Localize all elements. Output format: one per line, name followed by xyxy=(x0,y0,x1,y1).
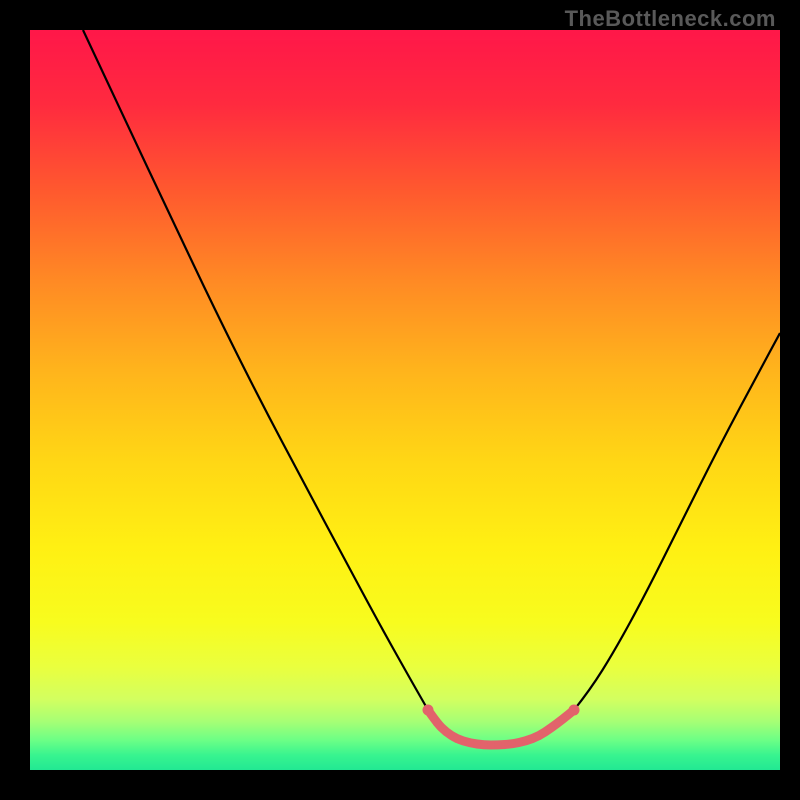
marker-dot xyxy=(466,739,474,747)
bottleneck-curve-right xyxy=(574,333,780,710)
marker-endpoint xyxy=(569,705,580,716)
marker-dot xyxy=(494,741,502,749)
curve-layer xyxy=(30,30,780,770)
marker-dot xyxy=(433,719,441,727)
marker-dot xyxy=(480,741,488,749)
plot-area xyxy=(30,30,780,770)
marker-dot xyxy=(522,737,530,745)
marker-dot xyxy=(535,732,543,740)
watermark-text: TheBottleneck.com xyxy=(565,6,776,32)
marker-dot xyxy=(559,715,567,723)
marker-dot xyxy=(453,735,461,743)
marker-dot xyxy=(547,724,555,732)
marker-dot xyxy=(442,728,450,736)
marker-dot xyxy=(508,740,516,748)
marker-endpoint xyxy=(423,705,434,716)
bottleneck-curve-left xyxy=(83,30,428,710)
